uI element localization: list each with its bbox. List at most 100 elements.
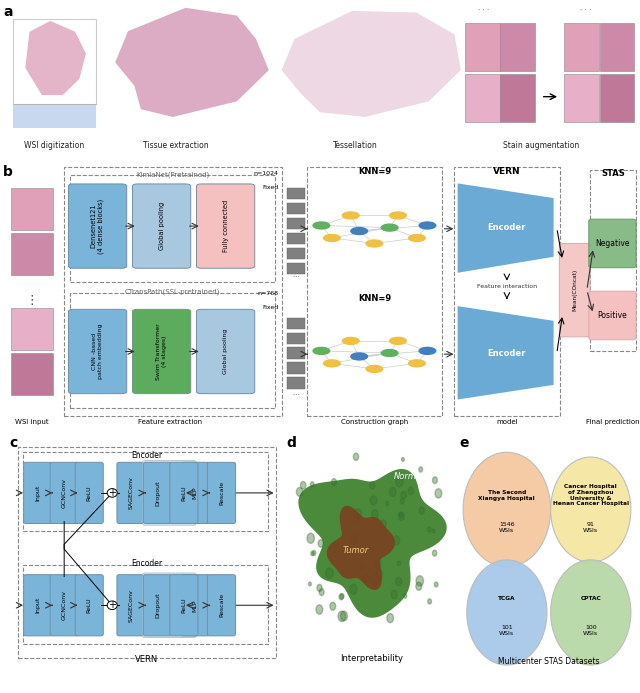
Circle shape xyxy=(386,501,389,505)
FancyBboxPatch shape xyxy=(600,74,634,122)
FancyBboxPatch shape xyxy=(132,184,191,268)
Circle shape xyxy=(376,570,383,579)
Circle shape xyxy=(390,212,406,219)
Circle shape xyxy=(419,222,436,229)
Circle shape xyxy=(330,602,335,611)
Circle shape xyxy=(354,514,360,522)
FancyBboxPatch shape xyxy=(465,74,500,122)
Circle shape xyxy=(408,487,413,495)
Circle shape xyxy=(317,584,322,591)
Circle shape xyxy=(342,212,359,219)
Text: Feature interaction: Feature interaction xyxy=(477,283,537,288)
Text: Fixed: Fixed xyxy=(262,305,278,310)
Circle shape xyxy=(370,482,375,489)
FancyBboxPatch shape xyxy=(287,317,305,329)
Ellipse shape xyxy=(463,453,550,567)
Circle shape xyxy=(387,613,394,623)
FancyBboxPatch shape xyxy=(117,574,145,636)
Text: 100
WSIs: 100 WSIs xyxy=(583,625,598,635)
Text: Positive: Positive xyxy=(598,311,627,320)
Text: Dropout: Dropout xyxy=(155,480,160,506)
Text: Encoder: Encoder xyxy=(488,349,526,358)
Circle shape xyxy=(332,479,337,486)
FancyBboxPatch shape xyxy=(196,309,255,394)
Text: 101
WSIs: 101 WSIs xyxy=(499,625,515,635)
Circle shape xyxy=(432,529,435,533)
Circle shape xyxy=(366,240,383,247)
FancyBboxPatch shape xyxy=(117,462,145,523)
Circle shape xyxy=(433,550,436,556)
Text: Final prediction: Final prediction xyxy=(586,419,640,425)
FancyBboxPatch shape xyxy=(287,362,305,374)
FancyBboxPatch shape xyxy=(11,308,53,350)
Circle shape xyxy=(366,365,383,372)
Text: ReLU: ReLU xyxy=(87,485,92,501)
Circle shape xyxy=(342,337,359,344)
Text: KimiaNet(Pretrained): KimiaNet(Pretrained) xyxy=(136,171,209,178)
FancyBboxPatch shape xyxy=(287,263,305,274)
Text: MLP: MLP xyxy=(193,599,198,611)
Text: SAGEConv: SAGEConv xyxy=(129,589,134,622)
FancyBboxPatch shape xyxy=(11,234,53,275)
FancyBboxPatch shape xyxy=(287,218,305,229)
Text: KNN=9: KNN=9 xyxy=(358,294,391,303)
Circle shape xyxy=(428,527,431,532)
Circle shape xyxy=(390,337,406,344)
Circle shape xyxy=(419,467,422,472)
Text: n=768: n=768 xyxy=(257,292,278,297)
Circle shape xyxy=(107,601,117,610)
Circle shape xyxy=(300,482,306,489)
Circle shape xyxy=(364,575,369,583)
FancyBboxPatch shape xyxy=(24,574,52,636)
Text: WSI digitization: WSI digitization xyxy=(24,141,84,150)
Circle shape xyxy=(371,575,379,586)
Text: ⋮: ⋮ xyxy=(26,295,38,307)
Circle shape xyxy=(408,234,425,241)
Circle shape xyxy=(399,512,403,518)
Text: Densenet121
(4 dense blocks): Densenet121 (4 dense blocks) xyxy=(91,198,104,254)
Circle shape xyxy=(313,347,330,354)
Circle shape xyxy=(401,475,404,480)
FancyBboxPatch shape xyxy=(600,23,634,71)
Circle shape xyxy=(371,509,378,519)
Text: +: + xyxy=(108,488,116,498)
Text: · · ·: · · · xyxy=(477,8,489,13)
Polygon shape xyxy=(458,184,554,273)
Text: Fixed: Fixed xyxy=(262,185,278,190)
Text: KNN=9: KNN=9 xyxy=(358,166,391,175)
Text: e: e xyxy=(460,435,469,450)
FancyBboxPatch shape xyxy=(50,574,78,636)
Circle shape xyxy=(355,509,362,519)
Ellipse shape xyxy=(467,560,547,665)
FancyBboxPatch shape xyxy=(287,188,305,200)
Text: Feature extraction: Feature extraction xyxy=(138,419,202,425)
FancyBboxPatch shape xyxy=(500,23,535,71)
Text: VERN: VERN xyxy=(493,166,521,175)
FancyBboxPatch shape xyxy=(75,462,103,523)
Text: Negative: Negative xyxy=(595,239,630,248)
FancyBboxPatch shape xyxy=(68,309,127,394)
Circle shape xyxy=(339,594,343,599)
Circle shape xyxy=(389,487,396,496)
Circle shape xyxy=(340,594,344,599)
Text: TCGA: TCGA xyxy=(498,595,516,601)
Circle shape xyxy=(353,453,358,460)
FancyBboxPatch shape xyxy=(564,74,599,122)
FancyBboxPatch shape xyxy=(559,243,590,337)
Text: GCNConv: GCNConv xyxy=(61,478,67,508)
Circle shape xyxy=(393,536,399,545)
Circle shape xyxy=(331,543,337,552)
Text: Rescale: Rescale xyxy=(219,593,224,617)
Circle shape xyxy=(351,353,367,360)
Text: SAGEConv: SAGEConv xyxy=(129,477,134,509)
Text: Input: Input xyxy=(35,597,40,613)
Text: Stain augmentation: Stain augmentation xyxy=(502,141,579,150)
FancyBboxPatch shape xyxy=(143,462,172,523)
Circle shape xyxy=(380,520,387,528)
Text: d: d xyxy=(287,435,296,450)
Text: b: b xyxy=(3,165,13,179)
FancyBboxPatch shape xyxy=(143,461,196,525)
Text: ReLU: ReLU xyxy=(87,597,92,613)
Circle shape xyxy=(308,582,311,586)
Text: Swim Transformer
(4 stages): Swim Transformer (4 stages) xyxy=(156,323,167,380)
